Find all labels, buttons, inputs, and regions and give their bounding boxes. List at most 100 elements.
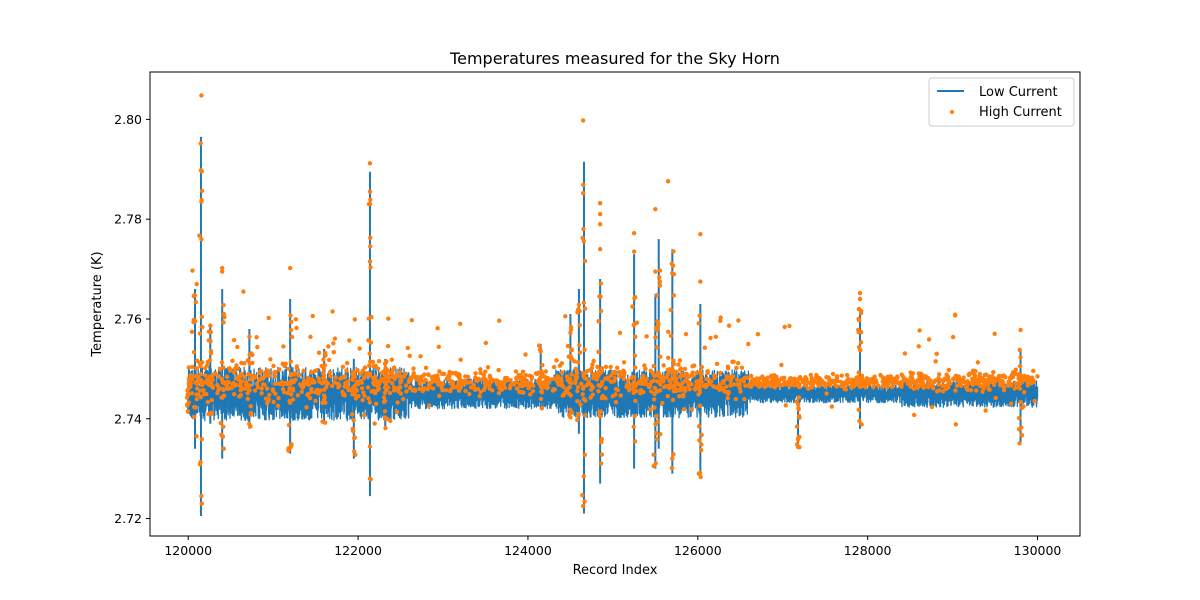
high-current-outlier bbox=[580, 191, 586, 196]
high-current-point bbox=[351, 449, 357, 454]
high-current-point bbox=[656, 321, 661, 327]
high-current-point bbox=[953, 388, 958, 393]
chart-title: Temperatures measured for the Sky Horn bbox=[449, 49, 780, 68]
high-current-point bbox=[481, 373, 487, 378]
high-current-point bbox=[220, 434, 226, 439]
high-current-point bbox=[599, 366, 605, 371]
high-current-point bbox=[632, 375, 637, 380]
high-current-point bbox=[347, 338, 352, 343]
high-current-point bbox=[1018, 372, 1023, 378]
high-current-point bbox=[735, 360, 741, 366]
high-current-point bbox=[1013, 367, 1019, 372]
high-current-point bbox=[221, 446, 226, 451]
high-current-point bbox=[1025, 383, 1030, 388]
high-current-point bbox=[239, 371, 244, 376]
high-current-point bbox=[265, 401, 270, 406]
high-current-outlier bbox=[198, 168, 204, 173]
high-current-point bbox=[609, 379, 614, 385]
high-current-point bbox=[697, 384, 702, 389]
high-current-point bbox=[824, 391, 829, 396]
high-current-point bbox=[207, 376, 212, 381]
high-current-point bbox=[569, 372, 574, 377]
high-current-point bbox=[1016, 376, 1021, 381]
high-current-point bbox=[273, 369, 278, 375]
high-current-point bbox=[386, 385, 391, 390]
high-current-point bbox=[643, 381, 648, 387]
high-current-point bbox=[458, 357, 463, 362]
high-current-point bbox=[530, 388, 536, 394]
high-current-point bbox=[597, 370, 603, 376]
high-current-point bbox=[567, 380, 572, 385]
high-current-point bbox=[217, 367, 223, 372]
high-current-point bbox=[397, 369, 403, 374]
high-current-point bbox=[839, 373, 844, 378]
high-current-point bbox=[762, 378, 768, 384]
high-current-point bbox=[194, 396, 199, 402]
high-current-point bbox=[983, 408, 988, 413]
high-current-point bbox=[382, 385, 388, 390]
high-current-point bbox=[683, 331, 689, 337]
x-axis: 120000 122000 124000 126000 128000 130000 bbox=[164, 536, 1061, 558]
high-current-point bbox=[543, 369, 549, 374]
high-current-point bbox=[681, 392, 686, 398]
high-current-point bbox=[221, 311, 227, 317]
y-tick-label: 2.80 bbox=[114, 112, 142, 127]
high-current-point bbox=[565, 343, 571, 349]
high-current-point bbox=[306, 382, 311, 387]
high-current-point bbox=[996, 373, 1002, 379]
high-current-outlier bbox=[367, 476, 373, 481]
high-current-point bbox=[523, 373, 529, 378]
high-current-point bbox=[876, 383, 881, 388]
high-current-series bbox=[184, 93, 1040, 509]
high-current-point bbox=[209, 397, 215, 403]
high-current-point bbox=[277, 367, 282, 372]
high-current-point bbox=[580, 492, 585, 498]
high-current-point bbox=[276, 395, 281, 401]
high-current-point bbox=[737, 385, 742, 391]
high-current-point bbox=[371, 381, 377, 387]
high-current-point bbox=[193, 405, 198, 410]
high-current-point bbox=[670, 270, 675, 276]
high-current-point bbox=[580, 386, 586, 391]
high-current-point bbox=[221, 320, 226, 325]
high-current-point bbox=[769, 373, 774, 379]
high-current-point bbox=[564, 374, 570, 379]
high-current-point bbox=[911, 412, 917, 418]
high-current-point bbox=[622, 370, 627, 375]
high-current-point bbox=[350, 412, 355, 417]
high-current-point bbox=[361, 412, 367, 418]
high-current-point bbox=[1019, 405, 1025, 411]
high-current-point bbox=[687, 387, 692, 392]
high-current-point bbox=[388, 418, 393, 424]
high-current-point bbox=[266, 315, 271, 321]
high-current-point bbox=[1029, 377, 1035, 382]
high-current-point bbox=[235, 344, 240, 350]
high-current-point bbox=[566, 391, 572, 396]
high-current-point bbox=[387, 390, 393, 396]
high-current-point bbox=[968, 387, 974, 393]
high-current-point bbox=[301, 368, 306, 374]
high-current-point bbox=[654, 378, 660, 384]
high-current-point bbox=[307, 395, 313, 401]
high-current-point bbox=[205, 359, 210, 365]
high-current-point bbox=[478, 389, 483, 395]
high-current-point bbox=[659, 377, 664, 383]
high-current-point bbox=[390, 380, 395, 386]
high-current-point bbox=[712, 373, 717, 378]
high-current-point bbox=[417, 381, 423, 386]
high-current-point bbox=[743, 383, 748, 388]
high-current-point bbox=[597, 414, 603, 419]
high-current-point bbox=[834, 384, 839, 389]
high-current-point bbox=[282, 380, 288, 386]
high-current-point bbox=[568, 407, 573, 412]
high-current-point bbox=[728, 378, 733, 384]
high-current-point bbox=[692, 386, 697, 391]
high-current-point bbox=[294, 325, 299, 331]
high-current-point bbox=[581, 374, 586, 379]
high-current-point bbox=[362, 365, 368, 370]
high-current-point bbox=[423, 365, 429, 371]
high-current-point bbox=[615, 365, 620, 371]
high-current-point bbox=[202, 380, 207, 385]
high-current-point bbox=[757, 376, 762, 381]
high-current-point bbox=[902, 351, 908, 356]
